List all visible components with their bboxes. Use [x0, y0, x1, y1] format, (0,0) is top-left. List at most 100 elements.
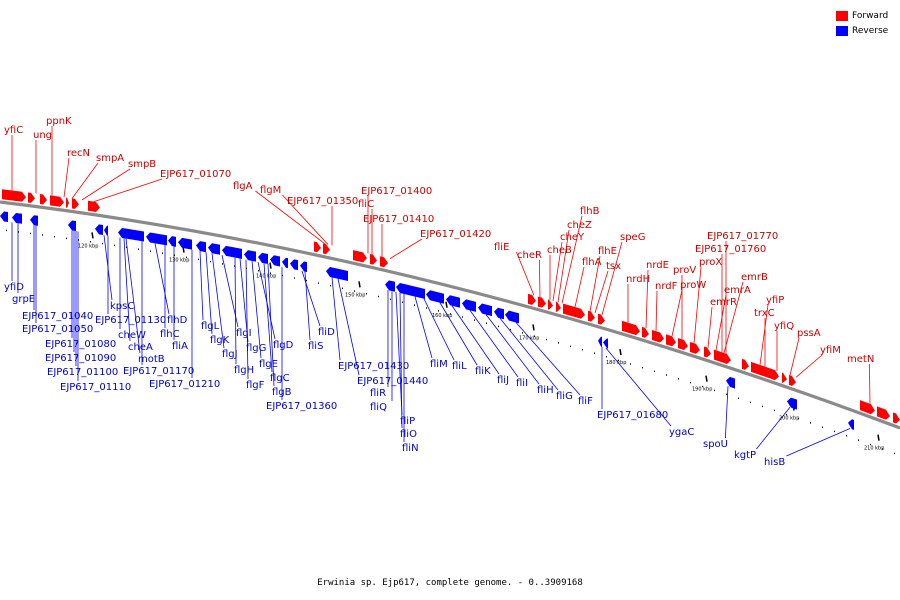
- gene-label: EJP617_01760: [695, 244, 766, 255]
- leader-line: [795, 354, 823, 378]
- gene-label: fliI: [516, 378, 528, 389]
- scale-dot: [834, 430, 835, 433]
- scale-dot: [162, 252, 163, 254]
- forward-gene-arrow: [678, 338, 688, 351]
- leader-line: [601, 241, 623, 316]
- gene-label: EJP617_01170: [123, 366, 194, 377]
- forward-gene-arrow: [538, 296, 546, 308]
- reverse-gene-arrow: [426, 290, 444, 304]
- gene-label: yfiQ: [774, 321, 794, 332]
- forward-gene-arrow: [714, 349, 731, 364]
- scale-dot: [858, 439, 859, 441]
- gene-label: ygaC: [669, 427, 694, 438]
- leader-line: [337, 278, 360, 376]
- scale-dots: [6, 229, 895, 455]
- reverse-gene-arrow: [848, 419, 854, 430]
- forward-gene-arrow: [66, 197, 69, 208]
- scale-dot: [102, 242, 103, 245]
- reverse-gene-arrow: [146, 232, 167, 246]
- gene-label: EJP617_01420: [420, 229, 491, 240]
- scale-dot: [534, 335, 535, 337]
- reverse-swatch: [836, 25, 848, 36]
- gene-label: fliG: [556, 391, 573, 402]
- gene-label: flgM: [260, 185, 281, 196]
- gene-label: cheY: [560, 232, 585, 243]
- gene-label: fliR: [370, 388, 386, 399]
- scale-dot: [774, 409, 775, 412]
- leader-line: [71, 162, 99, 199]
- gene-label: flgD: [273, 340, 294, 351]
- gene-label: proW: [680, 280, 706, 291]
- leader-line: [671, 289, 683, 337]
- gene-label: EJP617_01350: [287, 196, 358, 207]
- gene-label: emrB: [741, 272, 768, 283]
- leader-line: [123, 238, 131, 342]
- gene-label: EJP617_01080: [45, 339, 116, 350]
- leader-line: [485, 314, 540, 385]
- leader-line: [759, 304, 769, 366]
- scale-dot: [522, 332, 523, 334]
- forward-gene-arrow: [370, 253, 377, 265]
- forward-gene-arrow: [598, 313, 605, 325]
- scale-dot: [546, 338, 547, 341]
- forward-gene-arrow: [742, 358, 749, 370]
- gene-label: flgJ: [222, 349, 238, 360]
- leader-line: [789, 337, 800, 376]
- forward-gene-arrow: [666, 334, 676, 347]
- scale-dot: [462, 316, 463, 318]
- scale-dot: [198, 258, 199, 261]
- leader-line: [469, 310, 519, 378]
- reverse-gene-arrow: [118, 227, 144, 242]
- forward-gene-arrow: [28, 192, 35, 203]
- gene-label: metN: [847, 354, 874, 365]
- forward-gene-arrow: [72, 198, 79, 209]
- gene-label: flhB: [580, 206, 600, 217]
- tick-label: 140 kbp: [256, 274, 276, 280]
- scale-dot: [318, 282, 319, 284]
- scale-dot: [222, 263, 223, 265]
- forward-gene-arrows: [2, 189, 900, 424]
- gene-label: fliN: [402, 443, 419, 454]
- leader-line: [605, 347, 672, 427]
- forward-gene-arrow: [563, 303, 585, 319]
- genome-backbone: [0, 200, 900, 430]
- forward-gene-arrow: [548, 299, 553, 310]
- gene-label: flhC: [160, 329, 180, 340]
- gene-label: EJP617_01110: [60, 382, 131, 393]
- scale-ticks: 120 kbp 130 kbp 140 kbp 150 kbp 160 kbp 170 k…: [78, 232, 884, 452]
- tick-label: 180 kbp: [606, 360, 626, 366]
- scale-dot: [762, 405, 763, 408]
- gene-label: EJP617_01050: [22, 324, 93, 335]
- reverse-gene-arrow: [726, 376, 735, 389]
- leader-line: [414, 296, 433, 359]
- gene-label: flgA: [233, 181, 253, 192]
- scale-dot: [642, 366, 643, 369]
- scale-dot: [390, 298, 391, 301]
- gene-label: flgF: [246, 380, 265, 391]
- forward-gene-arrow: [704, 346, 711, 358]
- reverse-gene-arrow: [68, 220, 76, 232]
- scale-dot: [126, 246, 127, 248]
- leader-line: [395, 292, 403, 416]
- forward-gene-arrow: [789, 374, 796, 386]
- leader-line: [693, 266, 702, 344]
- leader-line: [239, 258, 249, 343]
- scale-dot: [414, 304, 415, 306]
- reverse-gene-arrow: [178, 237, 192, 250]
- tick-mark: [705, 375, 708, 382]
- gene-label: cheW: [118, 330, 146, 341]
- gene-label: nrdE: [646, 260, 669, 271]
- gene-label: motB: [138, 354, 165, 365]
- tick-mark: [269, 262, 272, 269]
- scale-dot: [702, 385, 703, 388]
- scale-dot: [630, 363, 631, 365]
- reverse-gene-arrow: [258, 252, 268, 265]
- leader-line: [267, 264, 275, 387]
- reverse-gene-arrow: [104, 225, 108, 236]
- leader-line: [561, 215, 583, 304]
- scale-dot: [402, 301, 403, 303]
- gene-label: proX: [699, 257, 722, 268]
- gene-label: emrR: [710, 297, 737, 308]
